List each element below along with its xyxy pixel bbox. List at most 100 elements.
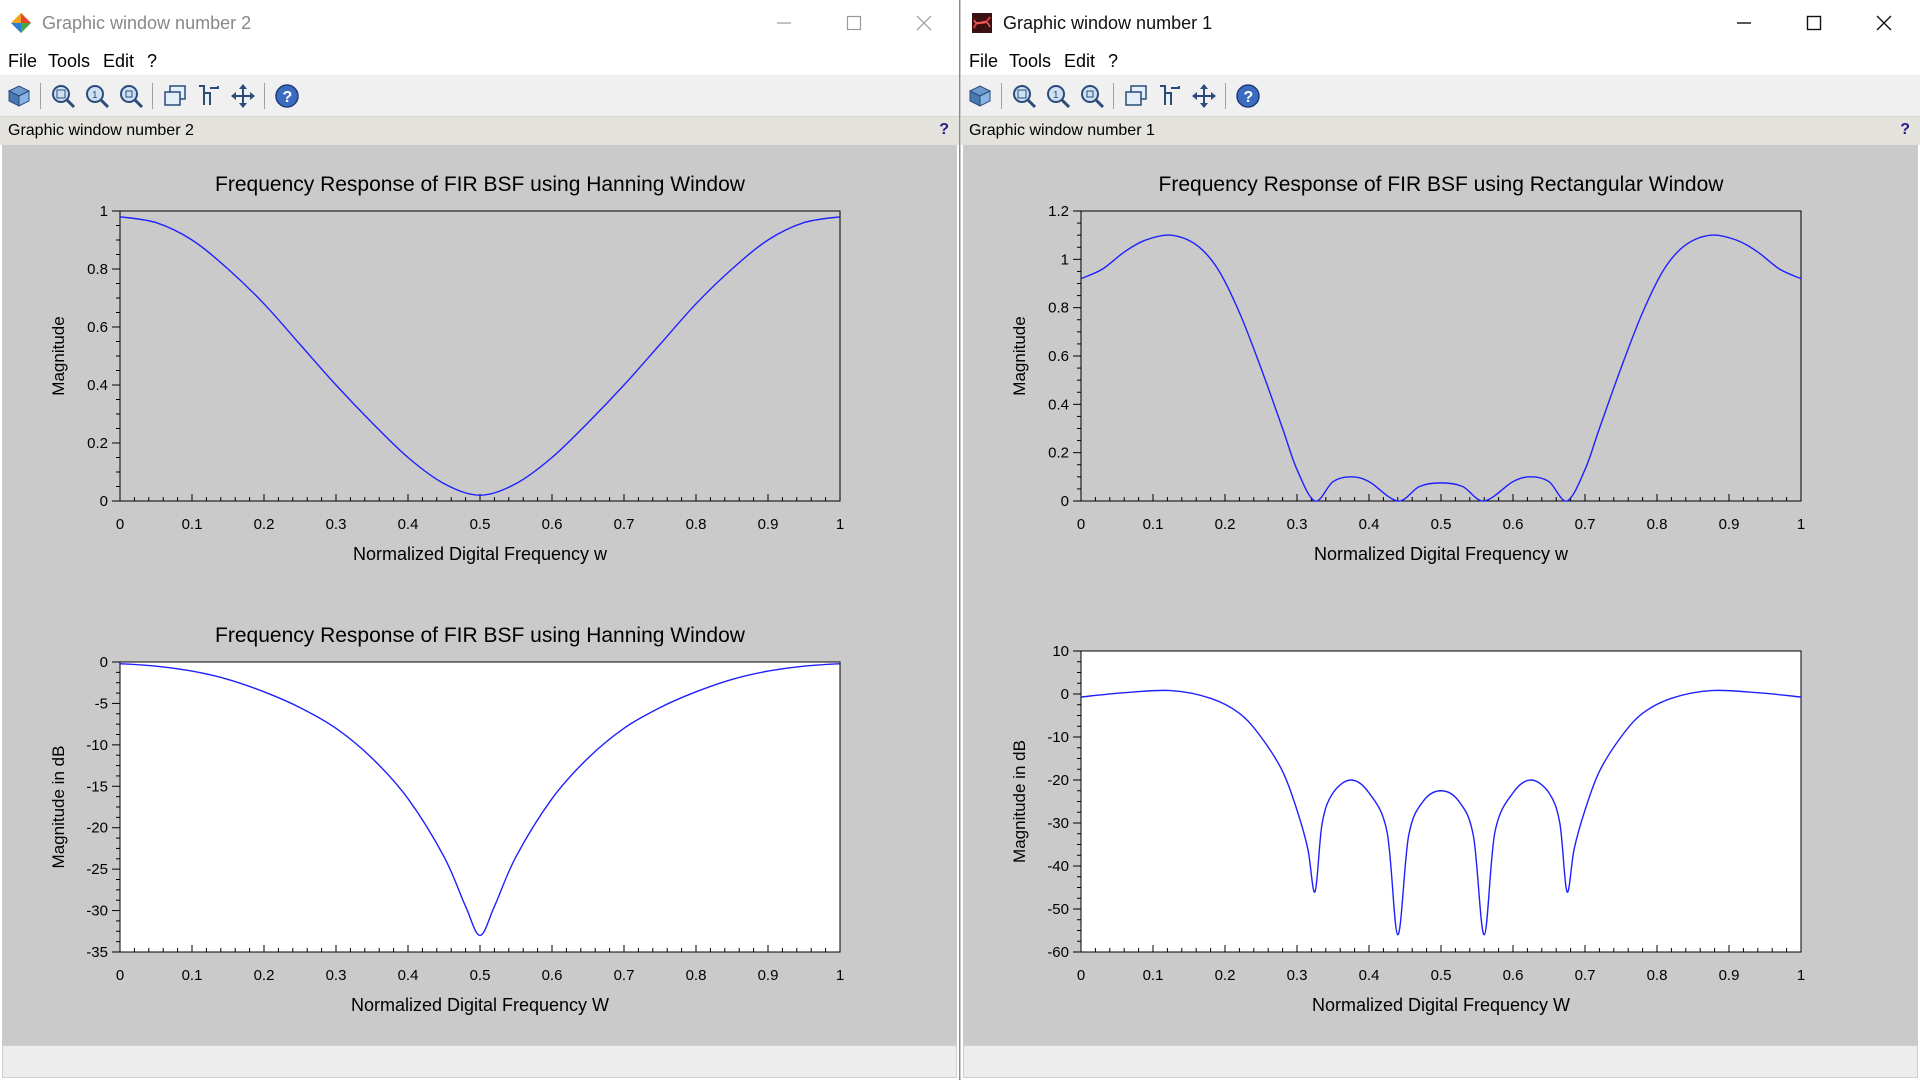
y-tick-label: 0 xyxy=(1061,493,1069,510)
zoom-area-icon[interactable] xyxy=(50,83,76,109)
series-line xyxy=(119,662,841,937)
svg-text:1: 1 xyxy=(92,90,98,101)
close-button[interactable] xyxy=(890,0,958,47)
menu-help[interactable]: ? xyxy=(147,51,158,71)
plot-area xyxy=(119,661,841,953)
close-icon xyxy=(1876,15,1892,31)
x-tick-label: 0.9 xyxy=(1719,516,1740,533)
x-tick-label: 0.9 xyxy=(758,516,779,533)
maximize-icon xyxy=(846,15,862,31)
x-tick-label: 0.1 xyxy=(182,516,203,533)
zoom-out-icon[interactable] xyxy=(1079,83,1105,109)
menu-edit[interactable]: Edit xyxy=(103,51,135,71)
plot-hanning-magnitude: Frequency Response of FIR BSF using Hann… xyxy=(49,173,844,564)
x-axis-label: Normalized Digital Frequency w xyxy=(1314,544,1569,564)
x-tick-label: 0.9 xyxy=(758,967,779,984)
x-tick-label: 0.7 xyxy=(1575,967,1596,984)
y-axis-label: Magnitude xyxy=(49,316,68,395)
zoom-area-icon[interactable] xyxy=(1011,83,1037,109)
series-line xyxy=(1080,689,1802,936)
datatip-icon[interactable] xyxy=(196,83,222,109)
plot-canvas[interactable]: Frequency Response of FIR BSF using Rect… xyxy=(963,145,1918,1045)
x-tick-label: 0.9 xyxy=(1719,967,1740,984)
status-bar xyxy=(2,1045,957,1078)
series-line xyxy=(119,216,841,496)
x-tick-label: 0.5 xyxy=(470,967,491,984)
x-tick-label: 0.2 xyxy=(1215,967,1236,984)
x-tick-label: 0 xyxy=(116,967,124,984)
x-tick-label: 0.6 xyxy=(542,967,563,984)
zoom-in-icon[interactable]: 1 xyxy=(84,83,110,109)
figure-help-link[interactable]: ? xyxy=(939,121,949,138)
x-tick-label: 0.1 xyxy=(182,967,203,984)
copy-figure-icon[interactable] xyxy=(162,83,188,109)
rotate-icon[interactable] xyxy=(6,83,32,109)
figure-label: Graphic window number 1 xyxy=(969,122,1155,139)
y-axis-label: Magnitude xyxy=(1010,316,1029,395)
maximize-button[interactable] xyxy=(820,0,888,47)
right-plots: Frequency Response of FIR BSF using Rect… xyxy=(1010,173,1805,1015)
menu-file[interactable]: File xyxy=(8,51,38,71)
copy-figure-icon[interactable] xyxy=(1123,83,1149,109)
zoom-in-icon[interactable]: 1 xyxy=(1045,83,1071,109)
menu-bar: File Tools Edit ? xyxy=(0,47,959,76)
y-tick-label: -10 xyxy=(86,737,108,754)
x-tick-label: 0.3 xyxy=(1287,516,1308,533)
close-icon xyxy=(916,15,932,31)
x-tick-label: 1 xyxy=(836,967,844,984)
graphic-window-2: Graphic window number 2 File Tools Edit … xyxy=(0,0,960,1080)
plot-area xyxy=(119,210,841,502)
figure-info-bar: Graphic window number 1 ? xyxy=(961,117,1920,145)
menu-tools[interactable]: Tools xyxy=(48,51,91,71)
y-tick-label: 0 xyxy=(100,654,108,671)
x-tick-label: 0.2 xyxy=(254,967,275,984)
menu-edit[interactable]: Edit xyxy=(1064,51,1096,71)
menu-file[interactable]: File xyxy=(969,51,999,71)
left-plots: Frequency Response of FIR BSF using Hann… xyxy=(49,173,844,1015)
y-tick-label: -30 xyxy=(1047,815,1069,832)
help-icon[interactable]: ? xyxy=(274,83,300,109)
plot-hanning-db: Frequency Response of FIR BSF using Hann… xyxy=(49,624,844,1015)
figure-help-link[interactable]: ? xyxy=(1900,121,1910,138)
rotate-icon[interactable] xyxy=(967,83,993,109)
y-axis-label: Magnitude in dB xyxy=(49,746,68,869)
chart-title: Frequency Response of FIR BSF using Hann… xyxy=(215,624,746,647)
menu-bar: File Tools Edit ? xyxy=(961,47,1920,76)
figure-label: Graphic window number 2 xyxy=(8,122,194,139)
y-tick-label: -50 xyxy=(1047,901,1069,918)
datatip-icon[interactable] xyxy=(1157,83,1183,109)
plot-canvas[interactable]: Frequency Response of FIR BSF using Hann… xyxy=(2,145,957,1045)
y-tick-label: 0 xyxy=(100,493,108,510)
pan-icon[interactable] xyxy=(1191,83,1217,109)
menu-tools[interactable]: Tools xyxy=(1009,51,1052,71)
x-tick-label: 0.4 xyxy=(398,967,419,984)
x-tick-label: 0.8 xyxy=(686,967,707,984)
chart-title: Frequency Response of FIR BSF using Rect… xyxy=(1159,173,1725,196)
help-icon[interactable]: ? xyxy=(1235,83,1261,109)
minimize-button[interactable] xyxy=(1710,0,1778,47)
series-line xyxy=(1080,234,1802,502)
y-tick-label: -60 xyxy=(1047,944,1069,961)
y-tick-label: 0.2 xyxy=(87,435,108,452)
y-tick-label: -15 xyxy=(86,778,108,795)
menu-help[interactable]: ? xyxy=(1108,51,1119,71)
minimize-button[interactable] xyxy=(750,0,818,47)
zoom-out-icon[interactable] xyxy=(118,83,144,109)
x-tick-label: 0.3 xyxy=(326,516,347,533)
y-tick-label: 1 xyxy=(100,203,108,220)
maximize-button[interactable] xyxy=(1780,0,1848,47)
x-tick-label: 0.8 xyxy=(1647,516,1668,533)
x-axis-label: Normalized Digital Frequency W xyxy=(351,995,609,1015)
x-tick-label: 0.2 xyxy=(254,516,275,533)
y-tick-label: -30 xyxy=(86,903,108,920)
title-bar[interactable]: Graphic window number 1 xyxy=(961,0,1920,48)
title-bar[interactable]: Graphic window number 2 xyxy=(0,0,959,48)
x-tick-label: 1 xyxy=(836,516,844,533)
close-button[interactable] xyxy=(1850,0,1918,47)
x-tick-label: 0.7 xyxy=(614,516,635,533)
x-tick-label: 0 xyxy=(116,516,124,533)
x-tick-label: 0.5 xyxy=(1431,516,1452,533)
x-tick-label: 0 xyxy=(1077,967,1085,984)
pan-icon[interactable] xyxy=(230,83,256,109)
y-tick-label: -10 xyxy=(1047,729,1069,746)
